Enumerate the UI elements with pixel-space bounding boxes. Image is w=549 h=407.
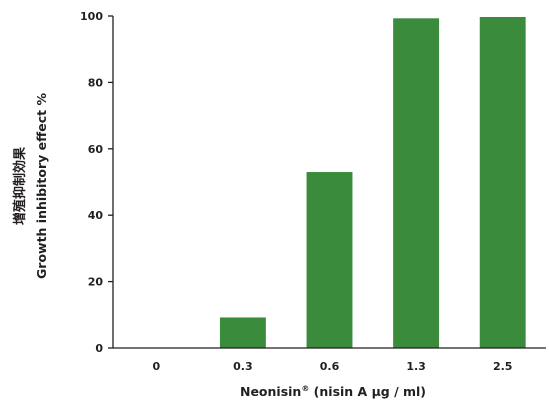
bars	[219, 17, 526, 348]
y-tick-label-40: 40	[88, 209, 104, 222]
x-axis-title-main: Neonisin	[240, 384, 301, 399]
y-tick-label-100: 100	[80, 10, 103, 23]
y-tick-label-20: 20	[88, 276, 104, 289]
bar-2.5	[479, 17, 526, 348]
x-tick-label-0.3: 0.3	[233, 360, 253, 373]
bar-1.3	[393, 18, 440, 348]
x-tick-label-0: 0	[152, 360, 160, 373]
x-tick-label-2.5: 2.5	[493, 360, 513, 373]
y-tick-label-80: 80	[88, 76, 104, 89]
y-tick-label-60: 60	[88, 143, 104, 156]
y-axis-title-cn: 增殖抑制効果	[12, 147, 28, 225]
x-tick-label-1.3: 1.3	[406, 360, 426, 373]
x-tick-label-0.6: 0.6	[320, 360, 340, 373]
x-axis-title-sup: ®	[301, 384, 309, 393]
bar-0.3	[219, 317, 266, 348]
bar-0.6	[306, 172, 353, 348]
x-axis-tick-labels: 0 0.3 0.6 1.3 2.5	[152, 360, 512, 373]
y-tick-label-0: 0	[95, 342, 103, 355]
x-axis-title: Neonisin® (nisin A µg / ml)	[240, 384, 426, 399]
x-axis-title-rest: (nisin A µg / ml)	[309, 384, 426, 399]
y-axis-title: Growth inhibitory effect %	[34, 93, 49, 279]
y-axis-ticks: 0 20 40 60 80 100	[80, 10, 113, 355]
